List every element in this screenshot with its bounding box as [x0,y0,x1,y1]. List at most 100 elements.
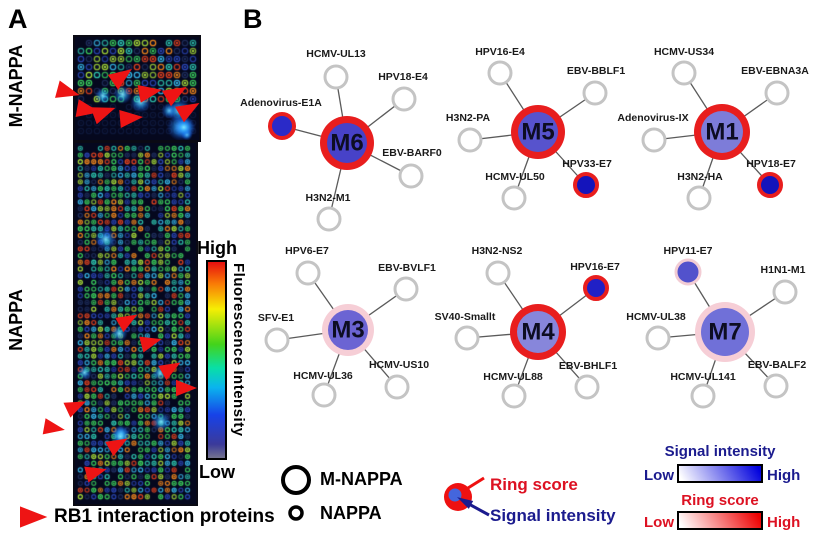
protein-node-SFV-E1 [264,327,290,353]
protein-node-HCMV-UL141 [690,383,716,409]
network-edge [537,131,587,186]
protein-node-HPV6-E7 [295,260,321,286]
signal-intensity-pointer-line [466,501,490,517]
hub-node-M7 [701,308,749,356]
protein-node-HPV11-E7 [674,258,702,286]
protein-label-Adenovirus-E1A: Adenovirus-E1A [240,97,322,109]
ring-gradient-low-label: Low [644,514,674,531]
network-edge [469,131,539,141]
protein-node-HCMV-UL50 [501,185,527,211]
protein-label-EBV-BALF2: EBV-BALF2 [748,359,807,371]
protein-node-HPV18-E4 [391,86,417,112]
network-edge [724,331,777,387]
rb1-caption-arrow-icon [20,506,48,528]
protein-label-HCMV-UL88: HCMV-UL88 [483,371,543,383]
protein-label-HCMV-UL36: HCMV-UL36 [293,370,353,382]
protein-node-HPV16-E4 [487,60,513,86]
protein-node-Adenovirus-IX [641,127,667,153]
signal-gradient-high-label: High [767,467,801,484]
colorbar-low-label: Low [199,462,235,482]
protein-node-HPV33-E7 [573,172,599,198]
mnappa-array-label: M-NAPPA [6,44,26,128]
protein-node-H1N1-M1 [772,279,798,305]
protein-label-SFV-E1: SFV-E1 [258,312,294,324]
hub-node-M4 [517,311,559,353]
protein-node-EBV-BVLF1 [393,276,419,302]
network-edge [497,272,539,333]
protein-node-EBV-EBNA3A [764,80,790,106]
protein-label-H1N1-M1: H1N1-M1 [761,264,806,276]
protein-label-HPV16-E7: HPV16-E7 [570,261,620,273]
protein-label-HPV18-E7: HPV18-E7 [746,158,796,170]
protein-node-H3N2-M1 [316,206,342,232]
rb1-caption: RB1 interaction proteins [54,506,275,527]
hub-label-M1: M1 [705,119,738,146]
network-edge [683,72,723,133]
network-edge [335,76,348,144]
hub-label-M3: M3 [331,317,364,344]
protein-label-HCMV-UL13: HCMV-UL13 [306,48,366,60]
hub-node-M6 [327,123,367,163]
nappa-array-label: NAPPA [6,289,26,351]
network-edge [537,92,596,133]
hub-node-M1 [701,111,743,153]
protein-node-H3N2-PA [457,127,483,153]
network-edge [513,331,539,397]
signal-gradient-bar [677,464,763,483]
protein-node-H3N2-NS2 [485,260,511,286]
hub-ring-M4 [510,304,566,360]
hub-node-M3 [328,310,368,350]
network-edge [702,331,726,397]
hub-label-M6: M6 [330,130,363,157]
protein-node-H3N2-HA [686,185,712,211]
protein-node-SV40-Smallt [454,325,480,351]
network-edge [687,271,726,333]
network-edge [698,131,723,199]
protein-label-H3N2-HA: H3N2-HA [677,171,723,183]
signal-intensity-arrowhead-icon [457,497,474,509]
protein-label-HCMV-US34: HCMV-US34 [654,46,714,58]
network-edge [346,98,405,144]
ring-gradient-bar [677,511,763,530]
mnappa-size-symbol [281,465,311,495]
hub-ring-M3 [322,304,374,356]
protein-node-HPV16-E7 [583,275,609,301]
protein-node-HCMV-UL38 [645,325,671,351]
panel-b-label: B [243,4,263,34]
protein-label-HPV6-E7: HPV6-E7 [285,245,329,257]
network-edge [328,142,348,220]
protein-label-HPV18-E4: HPV18-E4 [378,71,428,83]
protein-label-EBV-BARF0: EBV-BARF0 [382,147,442,159]
protein-node-HCMV-UL36 [311,382,337,408]
network-M1: M1 HCMV-US34 EBV-EBNA3A Adenovirus-IX H3N2-H… [617,46,809,211]
ring-gradient-high-label: High [767,514,801,531]
hub-ring-M7 [695,302,755,362]
network-edge [466,331,539,339]
network-edge [307,272,349,331]
network-M5: M5 HPV16-E4 EBV-BBLF1 H3N2-PA HCMV-UL50 HPV33… [446,46,625,211]
protein-label-H3N2-M1: H3N2-M1 [306,192,351,204]
protein-label-HPV11-E7: HPV11-E7 [663,245,712,257]
network-edge [721,131,771,186]
network-edge [721,92,778,133]
protein-label-HCMV-US10: HCMV-US10 [369,359,429,371]
network-edge [537,287,597,333]
hub-label-M7: M7 [708,319,741,346]
network-M7: M7 HPV11-E7 H1N1-M1 HCMV-UL38 HCMV-UL141 EBV-… [626,245,807,409]
protein-node-EBV-BHLF1 [574,374,600,400]
network-M4: M4 H3N2-NS2 HPV16-E7 SV40-Smallt HCMV-UL88 EB… [435,245,620,409]
mnappa-microarray-image [73,35,201,142]
protein-label-EBV-EBNA3A: EBV-EBNA3A [741,65,809,77]
rb1-arrow-icon [42,418,65,435]
protein-node-HPV18-E7 [757,172,783,198]
protein-label-HCMV-UL38: HCMV-UL38 [626,311,686,323]
network-edge [513,131,539,199]
network-edge [347,329,398,388]
protein-label-EBV-BVLF1: EBV-BVLF1 [378,262,436,274]
network-M3: M3 HPV6-E7 EBV-BVLF1 SFV-E1 HCMV-UL36 HCMV-US… [258,245,436,408]
signal-intensity-dot-symbol [448,488,462,502]
hub-label-M5: M5 [521,119,554,146]
network-edge [323,329,349,396]
protein-label-SV40-Smallt: SV40-Smallt [435,311,496,323]
